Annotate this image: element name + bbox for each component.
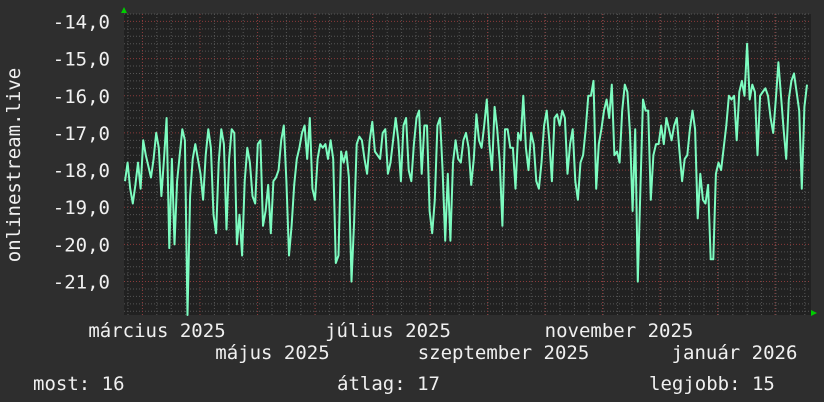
y-tick-label: -16,0 [53,86,110,108]
x-axis-arrow-icon [811,310,817,316]
y-tick-label: -15,0 [53,49,110,71]
legend-best: legjobb: 15 [649,373,775,395]
x-tick-label: május 2025 [215,342,329,364]
legend-average: átlag: 17 [337,373,440,395]
y-axis-label: onlinestream.live [3,68,25,262]
series-line [124,42,808,316]
y-tick-label: -18,0 [53,160,110,182]
y-tick-label: -17,0 [53,123,110,145]
y-axis-ticks: -14,0 -15,0 -16,0 -17,0 -18,0 -19,0 -20,0 -21,0 [53,11,110,293]
x-tick-label: január 2026 [672,342,798,364]
y-tick-label: -14,0 [53,11,110,33]
x-tick-label: november 2025 [545,320,694,342]
x-tick-label: március 2025 [88,320,225,342]
legend-current: most: 16 [33,373,125,395]
x-tick-label: július 2025 [325,320,451,342]
plot-background [124,14,811,315]
y-axis-arrow-icon [121,7,127,13]
y-tick-label: -19,0 [53,197,110,219]
y-tick-label: -21,0 [53,272,110,294]
y-tick-label: -20,0 [53,234,110,256]
x-tick-label: szeptember 2025 [418,342,590,364]
